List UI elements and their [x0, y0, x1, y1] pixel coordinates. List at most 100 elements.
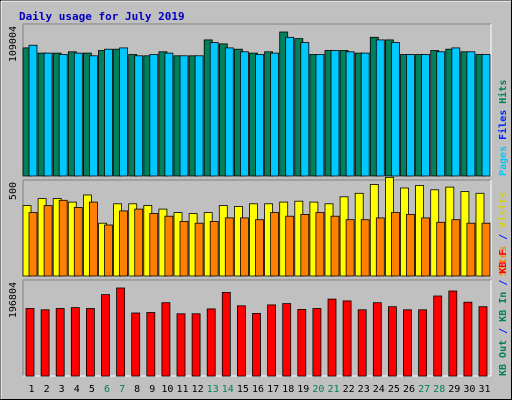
bar-files-day-5 — [89, 55, 98, 177]
x-tick-label: 18 — [282, 384, 294, 395]
panel-visits-legend: Sites / Visits — [497, 192, 509, 276]
x-tick-label: 22 — [343, 384, 355, 395]
x-tick-label: 28 — [433, 384, 445, 395]
x-tick-label: 27 — [418, 384, 430, 395]
bar-kb-f-day-14 — [221, 291, 231, 377]
bar-files-day-28 — [436, 51, 446, 177]
bar-kb-f-day-19 — [297, 308, 307, 377]
bar-kb-f-day-28 — [433, 295, 443, 377]
bar-sites-day-19 — [300, 213, 310, 277]
bar-sites-day-18 — [285, 215, 295, 277]
bar-sites-day-24 — [375, 217, 385, 277]
x-tick-label: 25 — [388, 384, 400, 395]
bar-sites-day-25 — [390, 212, 400, 277]
x-tick-label: 12 — [192, 384, 204, 395]
bar-sites-day-10 — [164, 215, 174, 277]
bar-files-day-8 — [134, 55, 144, 177]
x-tick-label: 17 — [267, 384, 279, 395]
legend-entry: / — [498, 228, 509, 246]
legend-entry: KB Out — [498, 340, 509, 376]
legend-entry: KB In — [498, 292, 509, 322]
bar-kb-f-day-5 — [86, 308, 95, 377]
bar-sites-day-15 — [239, 217, 249, 277]
x-tick-label: 2 — [44, 384, 50, 395]
bar-sites-day-9 — [149, 213, 159, 277]
bar-kb-f-day-6 — [101, 294, 110, 377]
bar-sites-day-1 — [28, 212, 38, 277]
bar-files-day-24 — [375, 39, 385, 177]
x-tick-label: 9 — [149, 384, 155, 395]
bar-files-day-22 — [345, 51, 355, 177]
x-tick-label: 21 — [327, 384, 339, 395]
x-tick-label: 31 — [478, 384, 490, 395]
bar-kb-f-day-12 — [191, 313, 201, 377]
legend-entry: / — [498, 274, 509, 292]
bar-kb-f-day-26 — [403, 309, 412, 377]
panel-kbytes-legend: KB Out / KB In / KB F — [498, 250, 509, 376]
bar-files-day-23 — [360, 52, 370, 177]
bar-sites-day-26 — [406, 213, 415, 277]
bar-kb-f-day-20 — [312, 308, 322, 377]
bar-files-day-6 — [104, 48, 113, 177]
bar-files-day-27 — [421, 54, 431, 177]
x-tick-label: 7 — [119, 384, 125, 395]
bar-files-day-21 — [330, 50, 340, 177]
bar-sites-day-17 — [270, 212, 280, 277]
x-tick-label: 20 — [312, 384, 324, 395]
panel-hits-ymax-label: 109004 — [8, 26, 19, 62]
legend-entry: Visits — [497, 192, 509, 228]
x-tick-label: 14 — [222, 384, 234, 395]
bar-kb-f-day-15 — [236, 305, 246, 377]
x-tick-label: 19 — [297, 384, 309, 395]
bar-files-day-29 — [451, 47, 461, 177]
bar-kb-f-day-16 — [252, 312, 261, 377]
bar-files-day-18 — [285, 36, 295, 177]
x-tick-label: 24 — [373, 384, 385, 395]
bar-kb-f-day-10 — [161, 302, 171, 377]
bar-sites-day-16 — [255, 219, 264, 277]
bar-files-day-9 — [149, 54, 159, 177]
bar-kb-f-day-22 — [342, 300, 352, 377]
x-tick-label: 13 — [207, 384, 219, 395]
bar-sites-day-5 — [89, 201, 98, 277]
bar-kb-f-day-4 — [70, 307, 80, 377]
bar-files-day-17 — [270, 52, 280, 177]
bar-files-day-2 — [43, 52, 53, 177]
x-tick-label: 16 — [252, 384, 264, 395]
bar-sites-day-23 — [360, 219, 370, 277]
bar-kb-f-day-24 — [372, 302, 382, 377]
bar-kb-f-day-9 — [146, 312, 156, 377]
bar-files-day-16 — [255, 54, 264, 177]
bar-files-day-4 — [73, 52, 83, 177]
bar-files-day-11 — [179, 55, 189, 177]
bar-kb-f-day-18 — [282, 303, 292, 377]
legend-entry: KB F — [498, 250, 509, 274]
legend-entry: / — [498, 322, 509, 340]
bar-sites-day-14 — [224, 217, 234, 277]
x-tick-label: 26 — [403, 384, 415, 395]
bar-files-day-19 — [300, 42, 310, 177]
bar-files-day-26 — [406, 54, 415, 177]
bar-sites-day-12 — [194, 222, 204, 277]
bar-kb-f-day-3 — [55, 308, 65, 377]
bar-kb-f-day-30 — [463, 301, 473, 377]
bar-sites-day-20 — [315, 212, 325, 277]
bar-files-day-15 — [239, 51, 249, 177]
x-tick-label: 15 — [237, 384, 249, 395]
bar-kb-f-day-7 — [116, 287, 125, 377]
bar-files-day-30 — [466, 51, 476, 177]
x-tick-label: 23 — [358, 384, 370, 395]
bar-sites-day-8 — [134, 208, 144, 277]
bar-files-day-20 — [315, 54, 325, 177]
bar-kb-f-day-2 — [40, 309, 50, 377]
bar-files-day-14 — [224, 47, 234, 177]
bar-sites-day-30 — [466, 222, 476, 277]
legend-entry: Files — [497, 110, 509, 146]
x-tick-label: 1 — [28, 384, 34, 395]
bar-sites-day-28 — [436, 221, 446, 277]
bar-kb-f-day-11 — [176, 313, 186, 377]
bar-kb-f-day-23 — [357, 309, 367, 377]
bar-sites-day-13 — [209, 220, 219, 277]
